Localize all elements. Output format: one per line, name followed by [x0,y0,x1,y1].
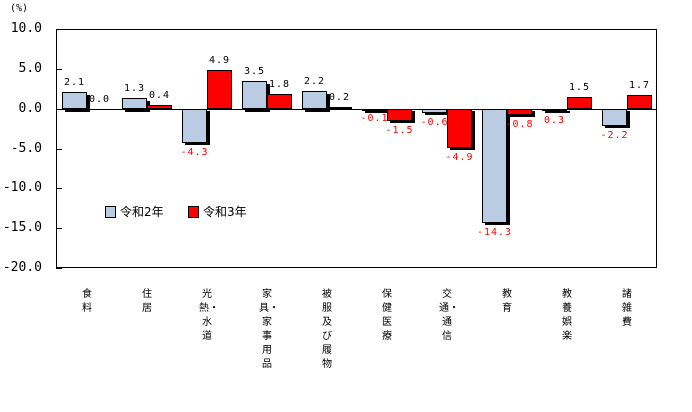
value-label: 0.0 [88,93,111,105]
legend-swatch-reiwa2 [105,205,116,218]
bar-reiwa2 [482,108,507,223]
value-label: 3.5 [243,65,266,77]
bar-reiwa2 [122,98,147,109]
value-label: 0.4 [148,90,171,102]
y-tick-mark [56,69,62,70]
bar-reiwa3 [147,105,172,109]
value-label: 1.3 [123,83,146,95]
y-tick-label: -15.0 [2,220,42,236]
category-label: 教育 [502,289,512,314]
y-tick-label: -5.0 [10,140,42,156]
bar-reiwa3 [207,69,232,109]
y-tick-mark [56,188,62,189]
value-label: 0.2 [328,92,351,104]
bar-reiwa3 [567,96,592,109]
value-label: -4.3 [180,146,209,158]
legend-label-reiwa3: 令和3年 [203,205,247,219]
category-label: 教養娯楽 [562,289,572,342]
y-tick-mark [56,228,62,229]
category-label: 家具・家事用品 [259,289,279,370]
value-label: 2.2 [303,76,326,88]
value-label: -2.2 [600,130,629,142]
value-label: -0.8 [505,119,534,131]
value-label: 1.8 [268,79,291,91]
bar-reiwa2 [62,91,87,109]
category-label: 交通・通信 [439,289,459,342]
category-label: 住居 [142,289,152,314]
y-tick-label: -10.0 [2,180,42,196]
bar-reiwa2 [602,108,627,127]
bar-reiwa3 [267,94,292,109]
value-label: 2.1 [63,76,86,88]
y-tick-label: 5.0 [18,60,42,76]
category-label: 諸雑費 [622,289,632,328]
bar-reiwa3 [447,108,472,148]
bar-reiwa3 [627,95,652,109]
bar-shadow [545,110,570,114]
plot-frame [56,29,657,268]
bar-reiwa2 [302,91,327,109]
value-label: 0.3 [543,115,566,127]
zero-line [56,109,657,110]
legend-swatch-reiwa3 [188,205,199,218]
category-label: 被服及び履物 [322,289,332,370]
bar-shadow [365,110,390,113]
value-label: -0.6 [420,117,449,129]
bar-reiwa2 [242,80,267,109]
y-unit-label: (%) [10,3,29,14]
category-label: 光熱・水道 [199,289,219,342]
legend-item-reiwa2: 令和2年 [105,203,164,220]
y-tick-mark [56,149,62,150]
value-label: 1.5 [568,81,591,93]
value-label: -1.5 [385,124,414,136]
value-label: -0.1 [360,113,389,125]
value-label: 1.7 [628,80,651,92]
value-label: 4.9 [208,54,231,66]
bar-reiwa3 [327,107,352,110]
y-tick-mark [56,268,62,269]
bar-reiwa3 [387,108,412,121]
category-label: 保健医療 [382,289,392,342]
y-tick-label: 10.0 [10,21,42,36]
y-tick-label: -20.0 [2,260,42,275]
legend-item-reiwa3: 令和3年 [188,203,247,220]
y-tick-label: 0.0 [18,100,42,116]
value-label: -4.9 [445,151,474,163]
legend-label-reiwa2: 令和2年 [120,205,164,219]
category-label: 食料 [82,289,92,314]
value-label: -14.3 [476,226,513,238]
bar-reiwa2 [182,108,207,143]
